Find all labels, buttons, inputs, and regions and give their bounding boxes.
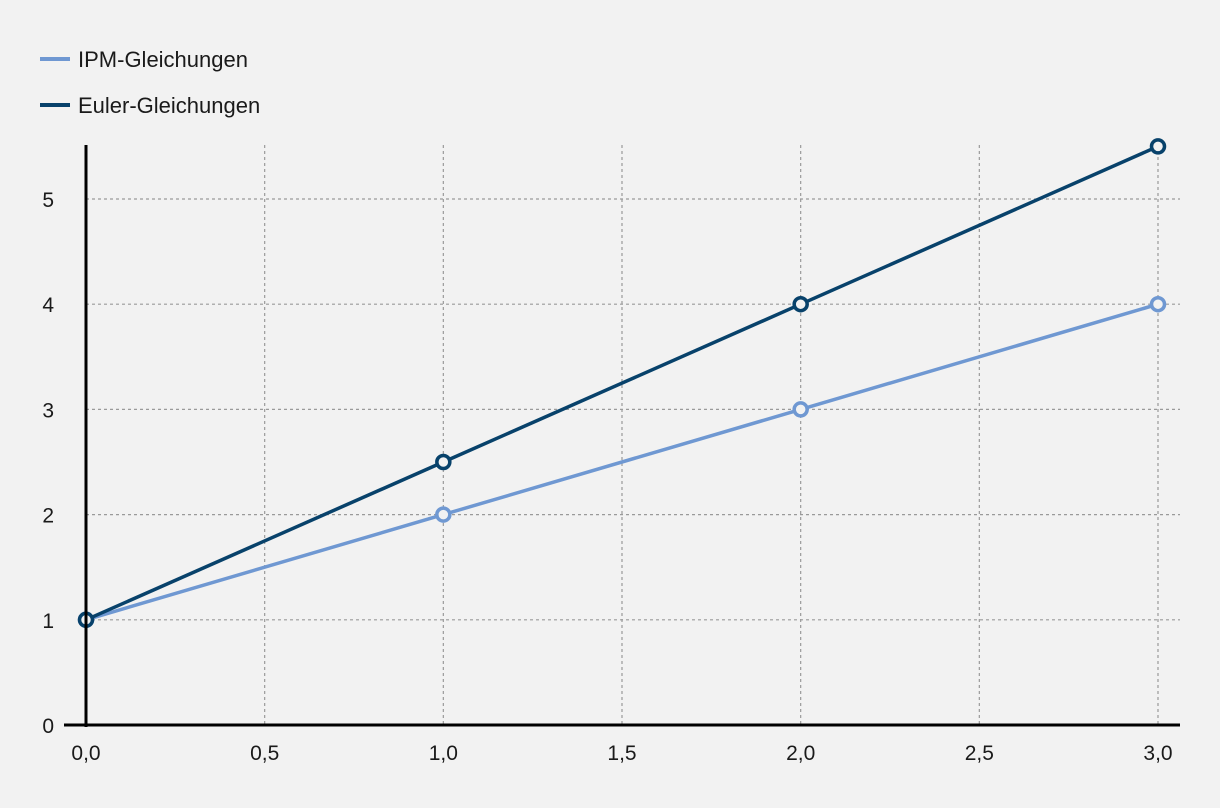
- y-tick-label: 2: [42, 505, 54, 528]
- data-point: [792, 295, 809, 313]
- data-point: [435, 453, 452, 471]
- legend-item: Euler-Gleichungen: [40, 93, 260, 118]
- data-point: [792, 401, 809, 418]
- series-line: [85, 302, 1159, 622]
- y-tick-label: 1: [42, 610, 54, 633]
- legend-item: IPM-Gleichungen: [40, 47, 248, 72]
- legend-label: IPM-Gleichungen: [78, 47, 248, 72]
- data-point: [1149, 295, 1167, 313]
- y-tick-label: 4: [42, 294, 54, 317]
- series-line: [85, 144, 1159, 622]
- axes: [64, 145, 1180, 727]
- tick-labels: 0,0 0,5 1,0 1,5 2,0 2,5 3,0 0 1 2 3 4 5: [42, 189, 1172, 765]
- y-tick-label: 0: [42, 715, 54, 738]
- x-tick-label: 3,0: [1143, 742, 1172, 765]
- y-tick-label: 3: [42, 399, 54, 422]
- x-tick-label: 1,5: [607, 742, 636, 765]
- series-1: [77, 138, 1167, 629]
- y-tick-label: 5: [42, 189, 54, 212]
- x-tick-label: 0,0: [71, 742, 100, 765]
- data-point: [1149, 138, 1167, 155]
- x-tick-label: 0,5: [250, 742, 279, 765]
- legend-label: Euler-Gleichungen: [78, 93, 260, 118]
- x-tick-label: 2,0: [786, 742, 815, 765]
- x-tick-label: 1,0: [429, 742, 458, 765]
- legend: IPM-Gleichungen Euler-Gleichungen: [40, 47, 260, 118]
- x-tick-label: 2,5: [965, 742, 994, 765]
- grid: [86, 145, 1180, 725]
- data-point: [435, 506, 452, 523]
